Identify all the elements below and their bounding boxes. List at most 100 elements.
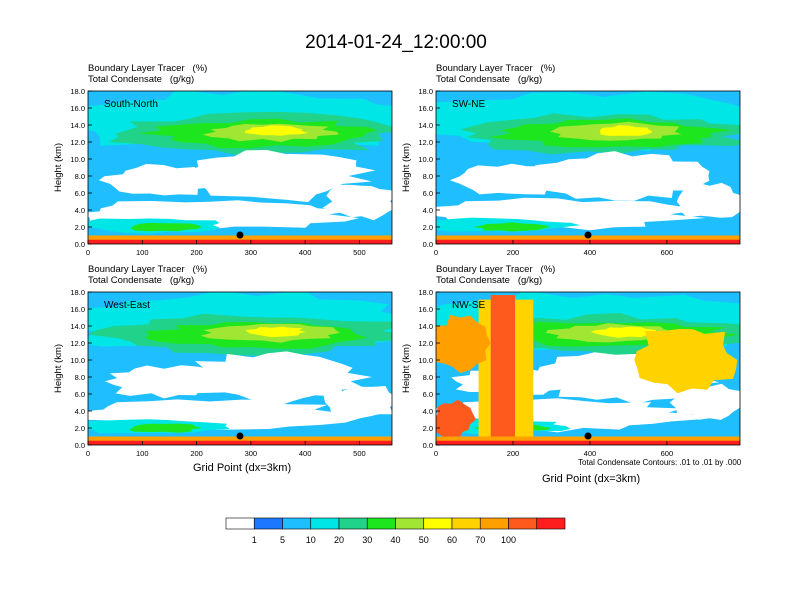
colorbar-label: 50: [419, 535, 429, 545]
y-tick-label: 6.0: [423, 189, 433, 198]
panel-sw-ne: SW-NE 0.0 2.0 4.0 6.0 8.0 10.0 12.0 14.0 16.0 18.0…: [401, 87, 741, 257]
condensate-blob: [178, 149, 376, 203]
boundary-layer-core: [436, 440, 740, 445]
y-tick-label: 10.0: [70, 356, 85, 365]
panel-label: SW-NE: [452, 99, 485, 110]
x-tick-label: 500: [353, 449, 366, 458]
y-tick-label: 2.0: [423, 223, 433, 232]
colorbar-swatch: [253, 517, 283, 530]
location-marker: [236, 231, 244, 239]
panel-label: South-North: [104, 99, 158, 110]
condensate-blob: [669, 383, 740, 420]
panel-title-line1: Boundary Layer Tracer (%): [88, 264, 208, 275]
colorbar-swatch: [225, 517, 255, 530]
y-tick-label: 14.0: [70, 322, 85, 331]
x-tick-label: 200: [507, 248, 520, 257]
y-axis-title: Height (km): [53, 344, 64, 393]
boundary-layer-core: [88, 239, 392, 244]
colorbar: 1 5 10 20 30 40 50 60 70 100: [225, 517, 566, 545]
colorbar-swatch: [451, 517, 481, 530]
y-tick-label: 8.0: [75, 172, 85, 181]
x-tick-label: 0: [86, 248, 90, 257]
plot-frame: [435, 90, 741, 245]
y-tick-label: 18.0: [70, 87, 85, 96]
x-tick-label: 600: [661, 248, 674, 257]
figure-title: 2014-01-24_12:00:00: [305, 32, 487, 53]
panel-nw-se: NW-SE 0.0 2.0 4.0 6.0 8.0 10.0 12.0 14.0 16.0 18.0…: [401, 288, 741, 458]
condensate-blob: [473, 222, 551, 232]
colorbar-swatch: [338, 517, 368, 530]
y-tick-label: 10.0: [418, 356, 433, 365]
x-tick-label: 200: [190, 248, 203, 257]
panel-title-line1: Boundary Layer Tracer (%): [436, 63, 556, 74]
panel-title-line1: Boundary Layer Tracer (%): [88, 63, 208, 74]
y-tick-label: 8.0: [423, 373, 433, 382]
x-tick-label: 100: [136, 449, 149, 458]
y-tick-label: 6.0: [423, 390, 433, 399]
x-axis-title-west-east: Grid Point (dx=3km): [193, 462, 292, 474]
y-tick-label: 0.0: [75, 240, 85, 249]
condensate-blob: [244, 125, 309, 136]
condensate-blob: [590, 326, 657, 338]
y-tick-label: 14.0: [418, 322, 433, 331]
x-tick-label: 200: [190, 449, 203, 458]
panel-title-sw-ne: Boundary Layer Tracer (%) Total Condensat…: [436, 63, 555, 85]
x-tick-label: 0: [86, 449, 90, 458]
y-tick-label: 12.0: [418, 138, 433, 147]
colorbar-label: 20: [334, 535, 344, 545]
y-tick-label: 16.0: [70, 305, 85, 314]
condensate-blob: [676, 182, 740, 218]
panel-title-line2: Total Condensate (g/kg): [88, 74, 195, 85]
y-tick-label: 2.0: [423, 424, 433, 433]
y-tick-label: 8.0: [75, 373, 85, 382]
condensate-blob: [323, 386, 392, 422]
panel-title-line1: Boundary Layer Tracer (%): [436, 264, 556, 275]
panel-title-south-north: Boundary Layer Tracer (%) Total Condensat…: [88, 63, 207, 85]
condensate-blob: [98, 163, 226, 196]
x-tick-label: 0: [434, 248, 438, 257]
colorbar-swatch: [366, 517, 396, 530]
colorbar-label: 100: [501, 535, 516, 545]
boundary-layer-core: [436, 239, 740, 244]
panel-title-line2: Total Condensate (g/kg): [436, 275, 543, 286]
y-tick-label: 0.0: [423, 240, 433, 249]
colorbar-label: 1: [252, 535, 257, 545]
condensate-blob: [449, 163, 579, 195]
plot-frame: [87, 291, 393, 446]
x-tick-label: 100: [136, 248, 149, 257]
condensate-blob: [128, 423, 203, 433]
y-axis-title: Height (km): [401, 143, 412, 192]
condensate-blob: [178, 351, 373, 404]
panel-title-line2: Total Condensate (g/kg): [88, 275, 195, 286]
colorbar-label: 60: [447, 535, 457, 545]
condensate-blob: [436, 314, 491, 373]
x-tick-label: 500: [353, 248, 366, 257]
y-tick-label: 10.0: [418, 155, 433, 164]
panel-label: NW-SE: [452, 300, 485, 311]
x-tick-label: 600: [661, 449, 674, 458]
y-axis-title: Height (km): [53, 143, 64, 192]
condensate-blob: [322, 184, 392, 221]
x-tick-label: 400: [584, 449, 597, 458]
condensate-blob: [131, 222, 202, 232]
colorbar-label: 5: [280, 535, 285, 545]
condensate-blob: [104, 365, 224, 399]
y-tick-label: 4.0: [423, 407, 433, 416]
y-tick-label: 16.0: [70, 104, 85, 113]
colorbar-label: 10: [306, 535, 316, 545]
colorbar-swatch: [282, 517, 312, 530]
colorbar-swatch: [310, 517, 340, 530]
panel-title-nw-se: Boundary Layer Tracer (%) Total Condensat…: [436, 264, 555, 286]
y-tick-label: 6.0: [75, 390, 85, 399]
x-tick-label: 0: [434, 449, 438, 458]
colorbar-label: 40: [390, 535, 400, 545]
y-tick-label: 2.0: [75, 424, 85, 433]
location-marker: [236, 432, 244, 440]
y-tick-label: 4.0: [75, 206, 85, 215]
convective-core: [490, 295, 516, 445]
boundary-layer-core: [88, 440, 392, 445]
y-tick-label: 18.0: [418, 87, 433, 96]
plot-frame: [435, 291, 741, 446]
panel-title-west-east: Boundary Layer Tracer (%) Total Condensat…: [88, 264, 207, 286]
